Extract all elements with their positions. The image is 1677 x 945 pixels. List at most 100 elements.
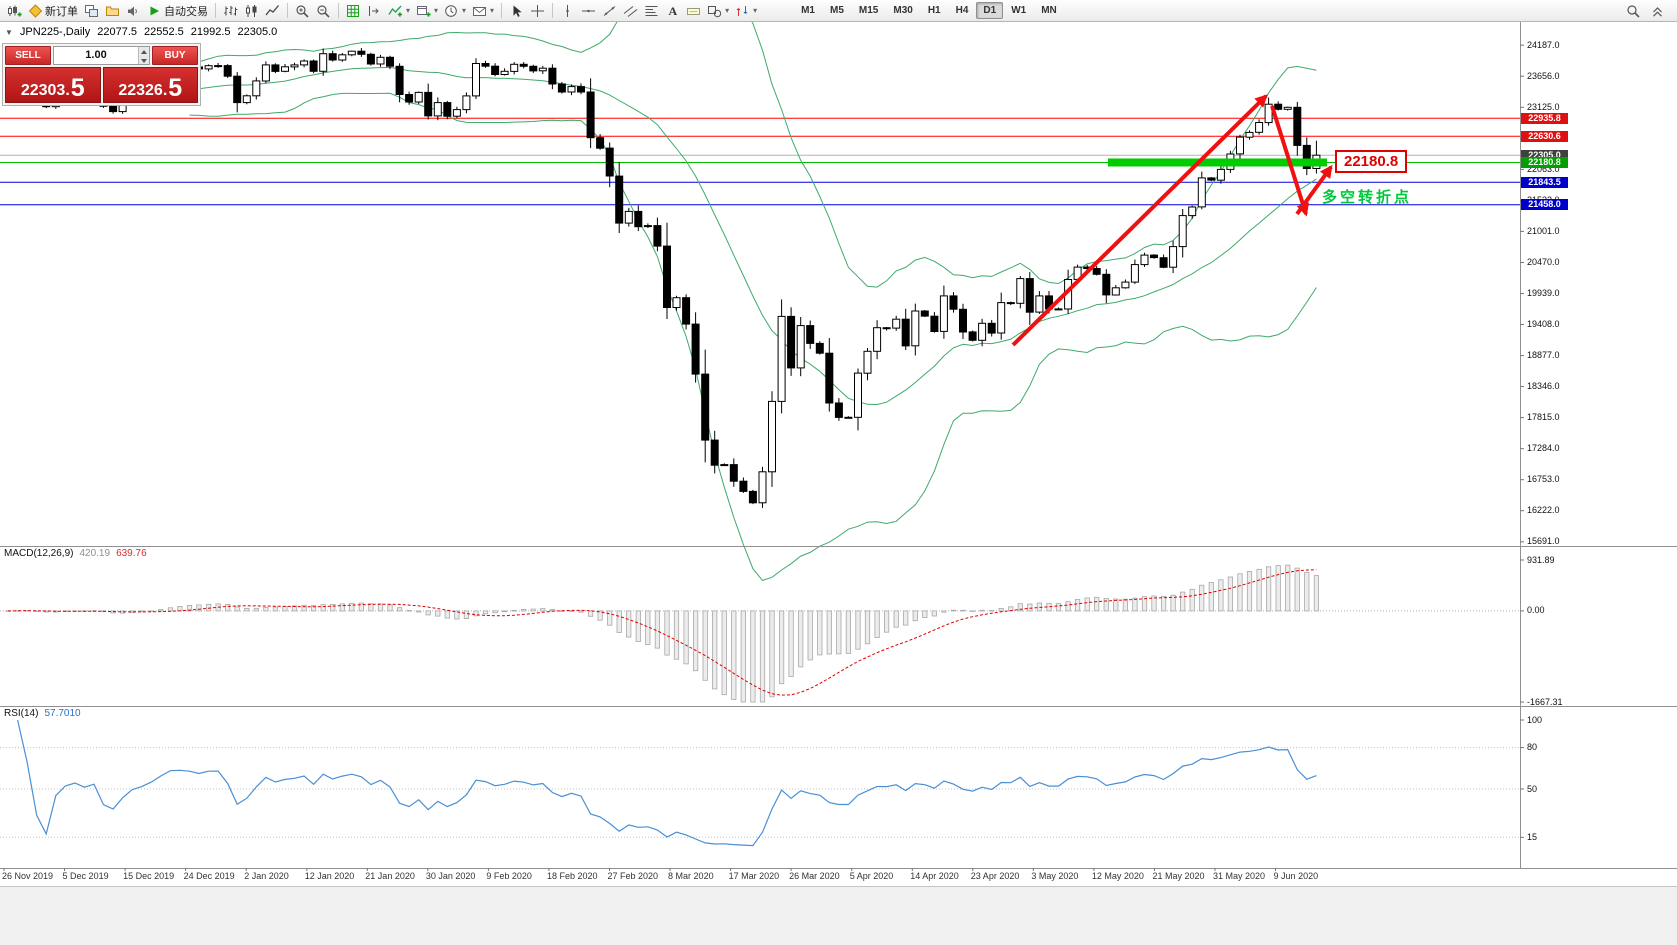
indicators-icon[interactable]: ▾	[385, 3, 413, 19]
price-axis-label: 19408.0	[1527, 319, 1560, 330]
timeframe-button-m5[interactable]: M5	[830, 5, 844, 16]
price-axis-label: 23125.0	[1527, 101, 1560, 112]
trend-arrow[interactable]	[1011, 94, 1268, 347]
date-axis-label: 26 Nov 2019	[2, 871, 54, 881]
volume-decrease-icon[interactable]	[139, 55, 149, 64]
macd-axis-label: -1667.31	[1527, 696, 1563, 707]
sell-price: 22303.	[20, 82, 70, 99]
autotrading-button[interactable]: 自动交易	[144, 2, 211, 20]
timeframe-button-mn[interactable]: MN	[1041, 5, 1057, 16]
price-axis-label: 20470.0	[1527, 256, 1560, 267]
line-chart-icon[interactable]	[262, 3, 283, 19]
periods-icon[interactable]: ▾	[441, 3, 469, 19]
windows-glyph	[84, 4, 99, 18]
shapes-icon[interactable]: ▾	[704, 3, 732, 19]
templates-icon[interactable]: ▾	[469, 3, 497, 19]
buy-price-pip: 5	[168, 73, 183, 102]
date-axis-label: 23 Apr 2020	[970, 871, 1020, 881]
ohlc-close: 22305.0	[237, 26, 278, 38]
trendline-icon[interactable]	[599, 3, 620, 19]
timeframe-button-m15[interactable]: M15	[858, 5, 879, 16]
horizontal-line-icon[interactable]	[578, 3, 599, 19]
toolbar-right-group	[1623, 3, 1673, 19]
trend-arrow[interactable]	[1270, 105, 1310, 217]
windowplus-glyph	[416, 4, 431, 18]
text-icon[interactable]: A	[662, 3, 683, 19]
sell-button[interactable]: SELL	[5, 46, 51, 65]
grid-glyph	[346, 4, 361, 18]
price-axis-label: 23656.0	[1527, 70, 1560, 81]
date-axis-label: 30 Jan 2020	[425, 871, 476, 881]
play-glyph	[147, 4, 162, 18]
timeframe-button-m30[interactable]: M30	[893, 5, 913, 16]
volume-value[interactable]: 1.00	[85, 49, 107, 61]
chevup-glyph	[1650, 4, 1665, 18]
main-plot[interactable]	[0, 0, 1520, 581]
folder-glyph	[105, 4, 120, 18]
macd-histogram	[5, 564, 1319, 703]
date-axis-label: 3 May 2020	[1031, 871, 1079, 881]
buy-price-box[interactable]: 22326. 5	[102, 67, 198, 103]
toolbar-separator	[501, 3, 503, 18]
fibo-glyph	[644, 4, 659, 18]
volume-increase-icon[interactable]	[139, 47, 149, 56]
zoom-in-icon[interactable]	[292, 3, 313, 19]
price-badge: 21843.5	[1521, 176, 1568, 188]
vline-glyph	[560, 4, 575, 18]
sell-price-box[interactable]: 22303. 5	[5, 67, 101, 103]
arrow-tools-icon[interactable]: ▾	[732, 3, 760, 19]
date-axis-label: 12 May 2020	[1091, 871, 1144, 881]
timeframe-button-w1[interactable]: W1	[1011, 5, 1027, 16]
candles-glyph	[244, 4, 259, 18]
timeframe-button-m1[interactable]: M1	[801, 5, 815, 16]
new-window-icon[interactable]: ▾	[413, 3, 441, 19]
expand-toolbar-icon[interactable]	[1647, 3, 1668, 19]
search-icon[interactable]	[1623, 3, 1644, 19]
price-axis-label: 21001.0	[1527, 225, 1560, 236]
trend-arrow[interactable]	[1295, 164, 1333, 216]
timeframe-button-d1[interactable]: D1	[976, 2, 1004, 19]
chevron-down-icon[interactable]: ▼	[5, 27, 13, 37]
buy-button[interactable]: BUY	[152, 46, 198, 65]
channel-icon[interactable]	[620, 3, 641, 19]
auto-arrange-icon[interactable]	[343, 3, 364, 19]
price-badge: 22305.0	[1521, 149, 1568, 161]
profiles-icon[interactable]	[102, 3, 123, 19]
crosshair-icon[interactable]	[527, 3, 548, 19]
new-order-button[interactable]: 新订单	[25, 2, 81, 20]
macd-indicator-label: MACD(12,26,9) 420.19 639.76	[4, 548, 147, 559]
new-chart-icon[interactable]	[4, 3, 25, 19]
macd-axis-label: 0.00	[1527, 605, 1545, 616]
cursor-icon[interactable]	[506, 3, 527, 19]
sound-icon[interactable]	[123, 3, 144, 19]
fibonacci-icon[interactable]	[641, 3, 662, 19]
price-badge: 22935.8	[1521, 112, 1568, 124]
timeframe-button-h4[interactable]: H4	[955, 5, 969, 16]
price-badge: 22180.8	[1521, 156, 1568, 168]
timeframe-button-h1[interactable]: H1	[927, 5, 941, 16]
date-axis-label: 9 Jun 2020	[1273, 871, 1319, 881]
zoomout-glyph	[316, 4, 331, 18]
chart-windows-icon[interactable]	[81, 3, 102, 19]
price-axis[interactable]: 24187.023656.023125.022594.022063.021532…	[1520, 0, 1677, 945]
date-axis-label: 26 Mar 2020	[789, 871, 840, 881]
channel-glyph	[623, 4, 638, 18]
date-axis-label: 31 May 2020	[1213, 871, 1266, 881]
support-price-label[interactable]: 22180.8	[1335, 150, 1408, 173]
volume-field[interactable]: 1.00	[53, 46, 150, 65]
main-toolbar: 新订单 自动交易 ▾ ▾ ▾ ▾ A ▾ ▾ M1 M5 M15 M30 H1 H4 D1 W1 MN	[0, 0, 1677, 22]
label-icon[interactable]	[683, 3, 704, 19]
candle-chart-icon[interactable]	[241, 3, 262, 19]
turning-point-annotation[interactable]: 多空转折点	[1322, 189, 1413, 206]
zoomin-glyph	[295, 4, 310, 18]
volume-spinner[interactable]	[138, 47, 149, 64]
bar-chart-icon[interactable]	[220, 3, 241, 19]
toolbar-separator	[215, 3, 216, 18]
zoom-out-icon[interactable]	[313, 3, 334, 19]
ohlc-high: 22552.5	[144, 26, 184, 38]
support-band[interactable]	[1108, 158, 1327, 167]
vertical-line-icon[interactable]	[557, 3, 578, 19]
chart-shift-icon[interactable]	[364, 3, 385, 19]
date-axis-label: 2 Jan 2020	[244, 871, 289, 881]
